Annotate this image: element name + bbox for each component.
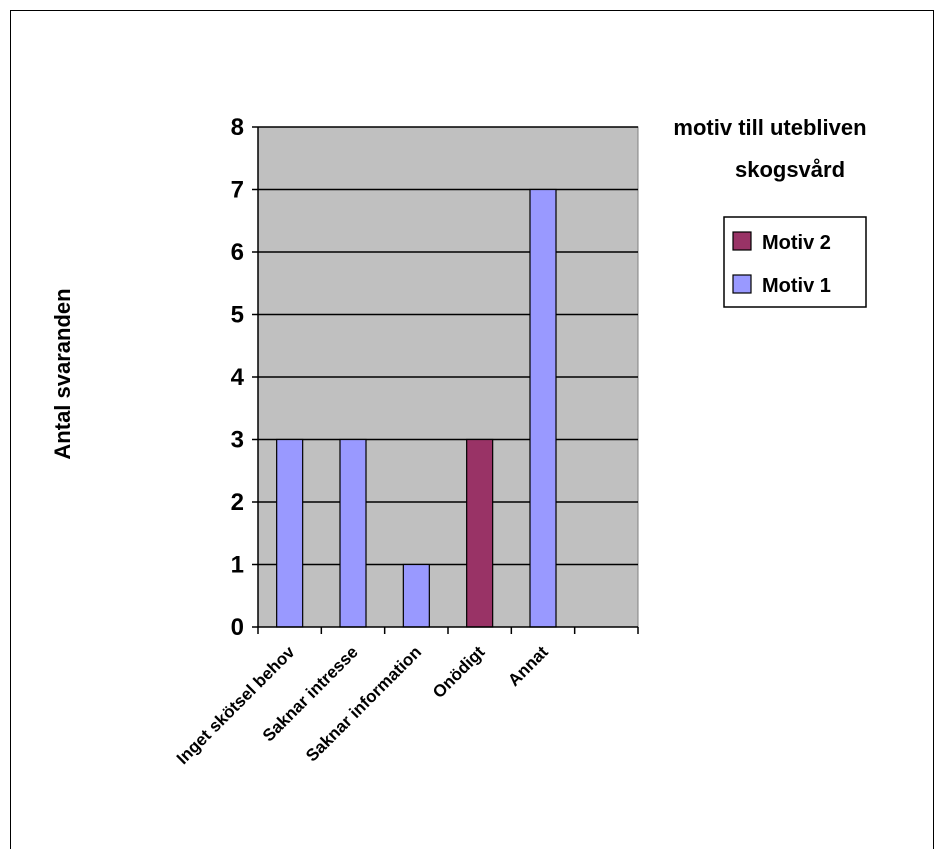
- legend-label: Motiv 1: [762, 275, 831, 297]
- gridlines: [258, 126, 638, 566]
- bar: [402, 563, 430, 628]
- bar: [466, 438, 494, 628]
- chart-title-line-2: skogsvård: [735, 157, 845, 182]
- y-tick-label: 5: [231, 302, 244, 329]
- y-tick-label: 6: [231, 239, 244, 266]
- y-tick-labels: 0 1 2 3 4 5 6 7 8: [231, 114, 245, 641]
- legend: Motiv 2 Motiv 1: [723, 216, 867, 308]
- y-tick-label: 8: [231, 114, 244, 141]
- legend-label: Motiv 2: [762, 232, 831, 254]
- bars: [276, 188, 557, 628]
- x-tick-label: Inget skötsel behov: [173, 642, 299, 768]
- axes: [252, 126, 639, 634]
- legend-swatch: [732, 231, 752, 251]
- y-tick-label: 1: [231, 552, 244, 579]
- x-tick-label: Onödigt: [429, 642, 489, 702]
- y-tick-label: 4: [231, 364, 245, 391]
- y-axis-label: Antal svaranden: [50, 288, 75, 459]
- bar: [276, 438, 304, 628]
- legend-swatch: [732, 274, 752, 294]
- y-tick-label: 3: [231, 427, 244, 454]
- bar: [529, 188, 557, 628]
- y-tick-label: 7: [231, 177, 244, 204]
- chart-title-line-1: motiv till utebliven: [673, 115, 866, 140]
- chart-frame: [10, 10, 934, 849]
- bar: [339, 438, 367, 628]
- y-tick-label: 0: [231, 614, 244, 641]
- y-tick-label: 2: [231, 489, 244, 516]
- x-tick-label: Saknar information: [302, 642, 425, 765]
- x-tick-label: Annat: [504, 642, 552, 690]
